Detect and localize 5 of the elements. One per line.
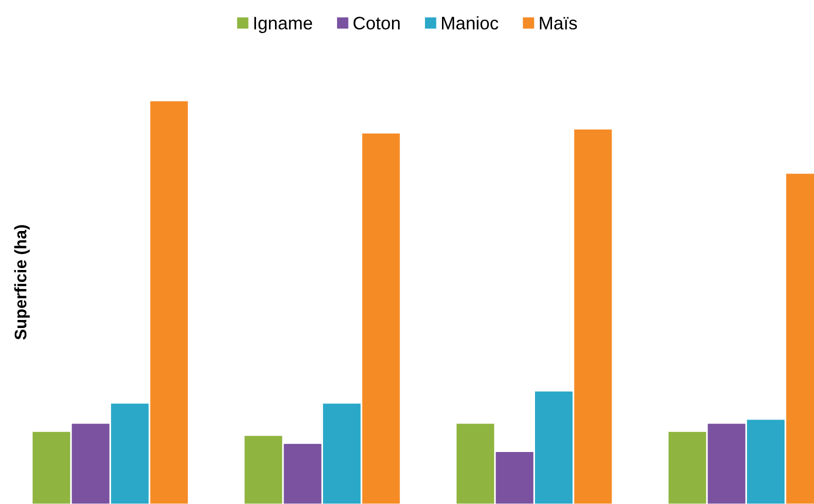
y-axis-title: Superficie (ha)	[14, 225, 30, 340]
legend-label: Maïs	[540, 16, 577, 30]
legend-label: Coton	[354, 16, 400, 30]
legend-label: Igname	[254, 16, 312, 34]
legend-label: Manioc	[442, 16, 498, 30]
